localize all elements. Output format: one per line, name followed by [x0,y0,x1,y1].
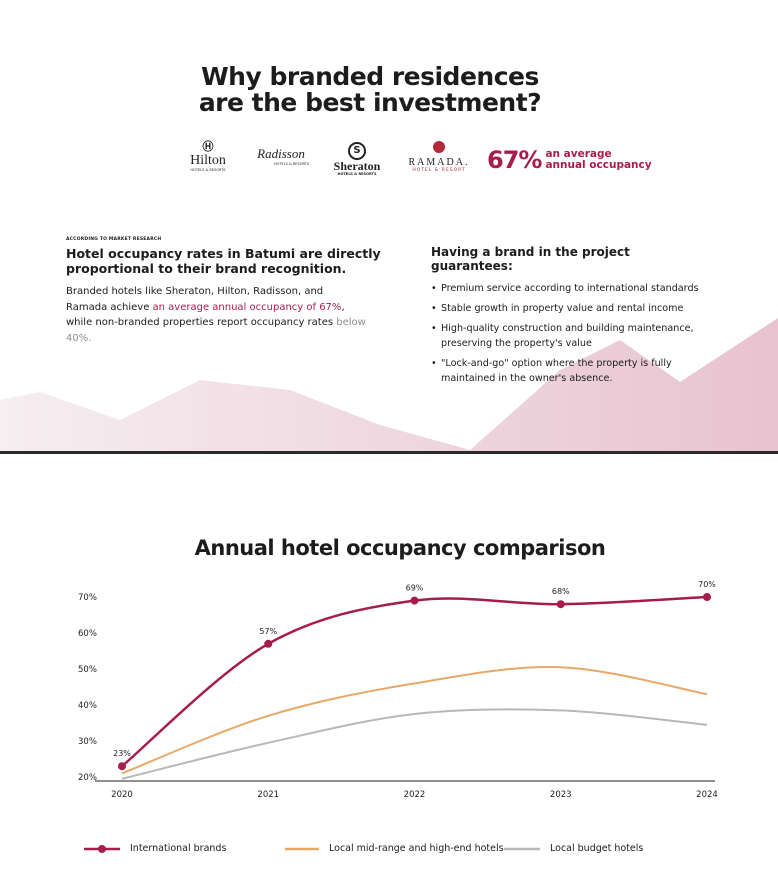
series-line [121,595,708,768]
hilton-logo: Ⓗ Hilton HOTELS & RESORTS [190,140,226,172]
y-tick-label: 40% [78,701,97,711]
x-tick-label: 2023 [550,790,572,800]
lead-paragraph: Branded hotels like Sheraton, Hilton, Ra… [66,286,366,344]
data-label: 23% [113,749,131,758]
page-title: Why branded residences are the best inves… [198,62,542,117]
legend-line-icon [285,847,319,850]
data-point [264,639,273,648]
occupancy-chart: 20% 30% 40% 50% 60% 70% 2020 2021 2022 2023 2024 23… [78,580,718,800]
list-item: Stable growth in property value and rent… [431,301,721,316]
list-item: Premium service according to internation… [431,281,721,296]
y-tick-label: 50% [78,665,97,675]
sheraton-logo: S Sheraton HOTELS & RESORTS [330,138,384,176]
data-point [118,762,126,771]
legend-item-international: International brands [84,843,226,854]
ramada-logo: RAMADA. HOTEL & RESORT [408,138,470,173]
data-label: 70% [698,580,716,589]
hero-section: Why branded residences are the best inves… [0,0,778,452]
radisson-logo: Radisson HOTELS & RESORTS [257,146,309,166]
y-tick-label: 70% [78,593,97,603]
data-label: 68% [552,587,570,596]
data-point [556,600,565,609]
x-tick-label: 2022 [404,790,426,800]
guarantees-heading: Having a brand in the project guarantees… [431,245,630,273]
series-line [121,665,708,775]
mountain-background [0,318,778,452]
x-tick-label: 2020 [111,790,133,800]
y-tick-label: 20% [78,773,97,783]
guarantees-list: Premium service according to internation… [431,281,721,391]
list-item: High-quality construction and building m… [431,321,721,351]
data-label: 69% [406,584,424,593]
x-tick-label: 2024 [696,790,718,800]
list-item: "Lock-and-go" option where the property … [431,356,721,386]
legend-marker-icon [84,844,120,853]
legend-item-budget: Local budget hotels [504,843,643,854]
legend-line-icon [504,847,540,850]
lead-heading: Hotel occupancy rates in Batumi are dire… [66,246,381,276]
data-point [703,593,711,601]
x-tick-label: 2021 [257,790,279,800]
data-point [410,596,419,605]
kicker: ACCORDING TO MARKET RESEARCH [66,237,162,242]
legend-item-midrange: Local mid-range and high-end hotels [285,843,504,854]
y-tick-label: 30% [78,737,97,747]
occupancy-stat: 67% an average annual occupancy [487,146,652,174]
data-label: 57% [259,627,277,636]
series-line [121,708,708,780]
y-tick-label: 60% [78,629,97,639]
chart-title: Annual hotel occupancy comparison [194,536,606,560]
section-divider [0,451,778,454]
